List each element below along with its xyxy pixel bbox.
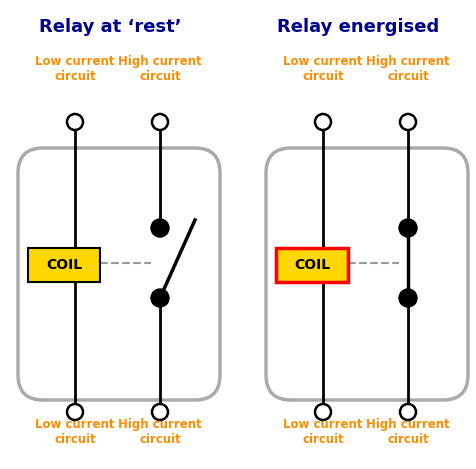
Text: High current
circuit: High current circuit (366, 55, 449, 83)
Text: Relay energised: Relay energised (276, 18, 438, 36)
Text: High current
circuit: High current circuit (366, 418, 449, 446)
Text: Low current
circuit: Low current circuit (35, 418, 115, 446)
Circle shape (399, 114, 415, 130)
Text: COIL: COIL (293, 258, 329, 272)
Circle shape (399, 404, 415, 420)
Circle shape (398, 289, 416, 307)
Circle shape (152, 404, 168, 420)
Circle shape (314, 404, 330, 420)
Circle shape (314, 114, 330, 130)
Text: High current
circuit: High current circuit (118, 55, 201, 83)
FancyBboxPatch shape (276, 248, 347, 282)
Circle shape (67, 114, 83, 130)
Circle shape (151, 219, 169, 237)
FancyBboxPatch shape (28, 248, 100, 282)
Text: High current
circuit: High current circuit (118, 418, 201, 446)
Text: COIL: COIL (46, 258, 82, 272)
Text: Low current
circuit: Low current circuit (35, 55, 115, 83)
Circle shape (152, 114, 168, 130)
FancyBboxPatch shape (18, 148, 219, 400)
Circle shape (151, 289, 169, 307)
FancyBboxPatch shape (266, 148, 467, 400)
Circle shape (398, 219, 416, 237)
Text: Relay at ‘rest’: Relay at ‘rest’ (39, 18, 181, 36)
Text: Low current
circuit: Low current circuit (283, 418, 362, 446)
Text: Low current
circuit: Low current circuit (283, 55, 362, 83)
Circle shape (67, 404, 83, 420)
